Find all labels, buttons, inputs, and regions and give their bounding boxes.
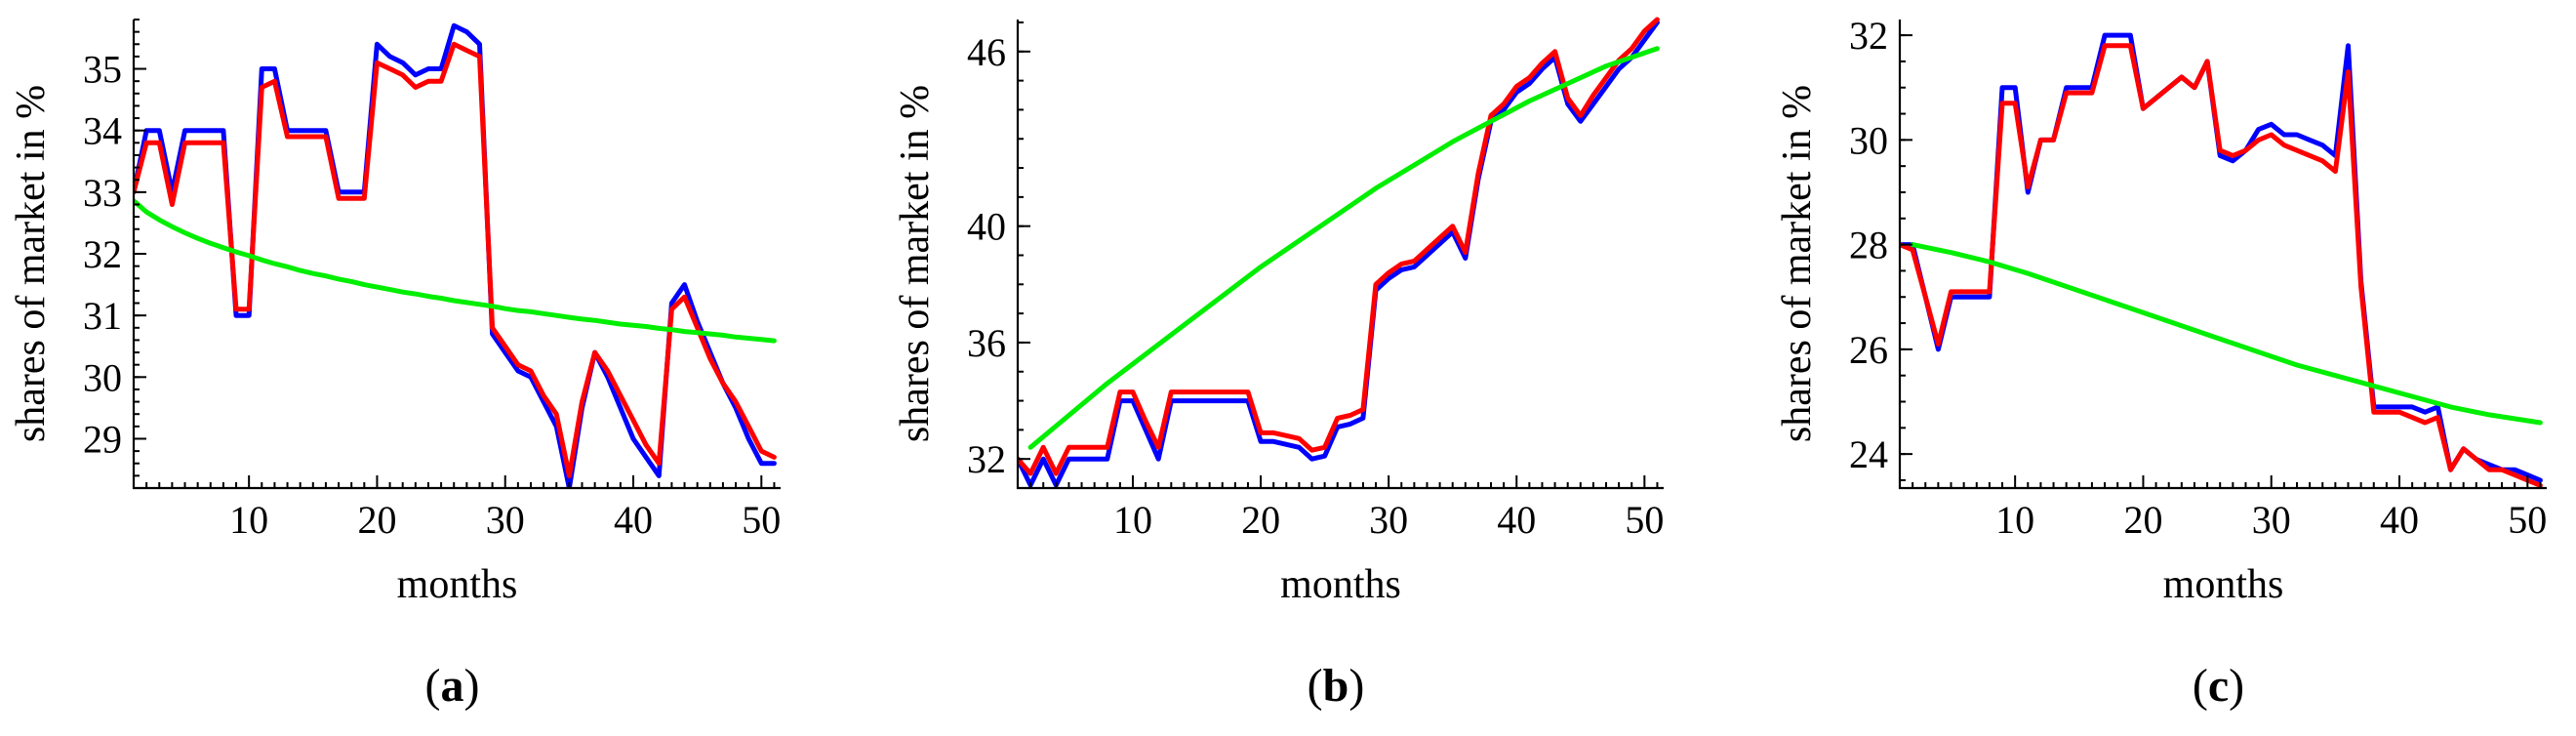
x-tick-label: 30 bbox=[1369, 498, 1408, 542]
y-tick-label: 28 bbox=[1849, 224, 1888, 267]
tick-layer: 10 20 30 40 50 24 26 28 30 32 bbox=[1849, 14, 2547, 542]
series-line-model-b bbox=[1018, 17, 1660, 476]
y-tick-label: 24 bbox=[1849, 432, 1888, 476]
panel-label-c: (c) bbox=[2193, 660, 2244, 712]
y-tick-label: 32 bbox=[1849, 14, 1888, 58]
series-line-observed-c bbox=[1900, 32, 2543, 483]
x-axis-title-c: months bbox=[2163, 562, 2284, 607]
x-tick-label: 20 bbox=[357, 498, 396, 542]
x-tick-label: 10 bbox=[1995, 498, 2034, 542]
tick-layer: 10 20 30 40 50 29 30 31 32 33 34 35 bbox=[83, 19, 781, 542]
x-tick-label: 50 bbox=[742, 498, 781, 542]
y-tick-label: 40 bbox=[967, 205, 1006, 249]
series-layer bbox=[1900, 32, 2543, 488]
series-line-model-a bbox=[134, 41, 777, 478]
series-line-trend-a bbox=[134, 198, 777, 344]
x-tick-label: 20 bbox=[2123, 498, 2162, 542]
x-tick-label: 10 bbox=[1113, 498, 1152, 542]
x-tick-label: 20 bbox=[1241, 498, 1280, 542]
x-tick-label: 40 bbox=[614, 498, 653, 542]
series-line-model-c bbox=[1900, 43, 2543, 488]
panel-c-axes bbox=[1898, 20, 2547, 490]
y-tick-label: 29 bbox=[83, 417, 122, 461]
y-tick-label: 30 bbox=[1849, 118, 1888, 162]
x-tick-label: 50 bbox=[2508, 498, 2547, 542]
panel-c: 10 20 30 40 50 24 26 28 30 32 months shares of ma… bbox=[1775, 14, 2547, 712]
y-tick-label: 30 bbox=[83, 355, 122, 399]
x-tick-label: 30 bbox=[486, 498, 525, 542]
series-line-trend-b bbox=[1027, 46, 1660, 450]
x-tick-label: 40 bbox=[2380, 498, 2419, 542]
x-tick-label: 40 bbox=[1497, 498, 1536, 542]
series-layer bbox=[134, 22, 777, 488]
y-axis-title-a: shares of market in % bbox=[9, 85, 54, 442]
y-tick-label: 31 bbox=[83, 294, 122, 338]
x-tick-label: 30 bbox=[2252, 498, 2291, 542]
panel-b: 10 20 30 40 50 32 36 40 46 months shares of mark… bbox=[893, 17, 1664, 712]
y-axis-title-c: shares of market in % bbox=[1775, 85, 1820, 442]
y-tick-label: 36 bbox=[967, 321, 1006, 365]
x-axis-title-a: months bbox=[397, 562, 518, 607]
x-tick-label: 50 bbox=[1625, 498, 1664, 542]
panel-label-b: (b) bbox=[1308, 660, 1365, 712]
panel-label-a: (a) bbox=[425, 660, 480, 712]
y-axis-title-b: shares of market in % bbox=[893, 85, 938, 442]
y-tick-label: 46 bbox=[967, 30, 1006, 74]
series-line-observed-b bbox=[1018, 20, 1660, 488]
series-line-trend-c bbox=[1910, 242, 2543, 426]
y-tick-label: 34 bbox=[83, 109, 122, 153]
series-layer bbox=[1018, 17, 1660, 488]
y-tick-label: 32 bbox=[967, 437, 1006, 481]
x-axis-title-b: months bbox=[1280, 562, 1401, 607]
y-tick-label: 32 bbox=[83, 232, 122, 276]
y-tick-label: 33 bbox=[83, 171, 122, 215]
x-tick-label: 10 bbox=[229, 498, 268, 542]
y-tick-label: 35 bbox=[83, 48, 122, 92]
panel-a: 10 20 30 40 50 29 30 31 32 33 34 35 months shares o… bbox=[9, 19, 781, 712]
tick-layer: 10 20 30 40 50 32 36 40 46 bbox=[967, 20, 1664, 542]
y-tick-label: 26 bbox=[1849, 328, 1888, 372]
